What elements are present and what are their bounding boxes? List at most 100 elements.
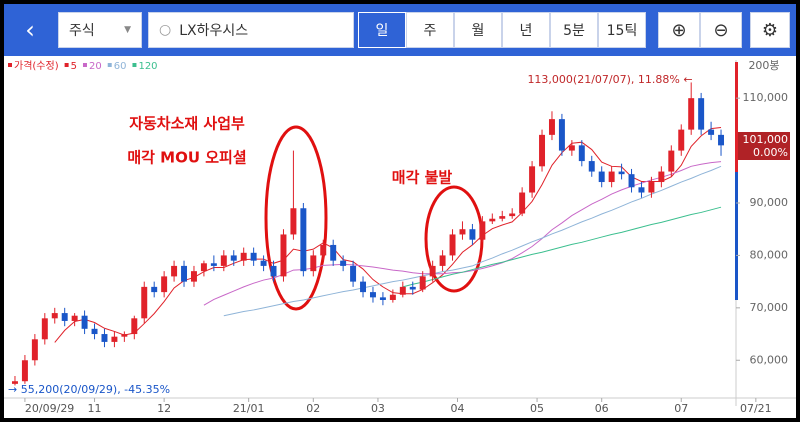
candle-body: [479, 221, 486, 240]
x-tick-label: 07/21: [740, 402, 772, 415]
bar-count: 200봉: [748, 59, 779, 72]
candle-body: [638, 187, 645, 193]
current-price: 101,000: [743, 133, 789, 146]
x-tick-label: 05: [530, 402, 544, 415]
zoom-in[interactable]: ⊕: [658, 12, 700, 48]
candle-body: [628, 174, 635, 188]
annotation: 매각 MOU 오피셜: [127, 149, 246, 167]
candle-body: [708, 129, 715, 135]
period-tab[interactable]: 주: [406, 12, 454, 48]
candle-body: [548, 119, 555, 135]
candle-body: [688, 98, 695, 130]
x-tick-label: 04: [451, 402, 465, 415]
range-bar: [735, 172, 738, 300]
x-tick-label: 20/09/29: [25, 402, 74, 415]
candle-body: [141, 286, 148, 319]
candle-body: [499, 216, 506, 219]
candle-body: [330, 244, 337, 261]
candle-body: [529, 166, 536, 193]
candle-body: [718, 134, 725, 146]
candle-body: [71, 315, 78, 321]
candle-body: [240, 252, 247, 261]
period-tab[interactable]: 월: [454, 12, 502, 48]
candle-body: [51, 313, 58, 319]
period-tab[interactable]: 일: [358, 12, 406, 48]
candle-body: [111, 336, 118, 342]
candle-body: [121, 334, 128, 337]
zoom-out[interactable]: ⊖: [700, 12, 742, 48]
period-tab[interactable]: 15틱: [598, 12, 646, 48]
candle-body: [220, 255, 227, 266]
x-tick-label: 03: [371, 402, 385, 415]
legend-swatch: [8, 63, 12, 67]
candle-body: [131, 318, 138, 335]
y-tick-label: 60,000: [750, 353, 789, 366]
market-dropdown[interactable]: 주식 ▼: [58, 12, 142, 48]
legend-label: 5: [71, 61, 77, 72]
candle-body: [618, 171, 625, 175]
legend-label: 20: [89, 61, 102, 72]
candle-body: [608, 171, 615, 183]
x-tick-label: 06: [595, 402, 609, 415]
candle-body: [459, 229, 466, 235]
candle-body: [350, 265, 357, 282]
market-text: 주식: [69, 23, 95, 39]
candle-body: [151, 286, 158, 293]
y-tick-label: 90,000: [750, 196, 789, 209]
ma-line: [54, 127, 722, 343]
candle-body: [568, 145, 575, 151]
x-tick-label: 02: [306, 402, 320, 415]
candle-body: [280, 234, 287, 277]
candle-body: [539, 134, 546, 167]
settings[interactable]: ⚙: [750, 12, 790, 48]
candle-body: [489, 218, 496, 222]
candle-body: [320, 244, 327, 256]
candle-body: [389, 294, 396, 300]
range-bar: [735, 62, 738, 172]
x-tick-label: 21/01: [233, 402, 265, 415]
candle-body: [578, 145, 585, 162]
ma-line: [402, 206, 722, 288]
period-tab[interactable]: 년: [502, 12, 550, 48]
candle-body: [181, 265, 188, 282]
legend-label: 60: [114, 61, 127, 72]
candle-body: [101, 334, 108, 342]
chart: 200봉 가격(수정) 5 20 60 120 자동차소재 사업부 매각 MOU 오피셜…: [4, 59, 796, 415]
toolbar: ‹ 주식 ▼ ○ LX하우시스 일 주 월 년 5분 15틱 ⊕ ⊖ ⚙: [4, 4, 796, 56]
candle-body: [419, 276, 426, 290]
candle-body: [668, 150, 675, 172]
candle-body: [190, 271, 197, 282]
candle-body: [698, 98, 705, 130]
min-label: → 55,200(20/09/29), -45.35%: [8, 383, 170, 396]
y-tick-label: 70,000: [750, 301, 789, 314]
candle-body: [260, 260, 267, 266]
legend: 가격(수정) 5 20 60 120: [8, 59, 158, 72]
legend-label: 120: [138, 61, 157, 72]
candle-body: [509, 213, 516, 217]
highlight-ellipse: [264, 125, 328, 311]
search-box[interactable]: ○ LX하우시스: [148, 12, 354, 48]
x-tick-label: 11: [88, 402, 102, 415]
back-button[interactable]: ‹: [25, 16, 35, 44]
search-text: LX하우시스: [179, 23, 249, 39]
candle-body: [91, 328, 98, 335]
legend-swatch: [82, 63, 87, 67]
candle-body: [250, 252, 257, 261]
x-tick-label: 12: [157, 402, 171, 415]
candle-body: [161, 276, 168, 293]
candle-body: [290, 208, 297, 235]
legend-label: 가격(수정): [14, 59, 59, 72]
x-tick-label: 07: [674, 402, 688, 415]
candle-body: [310, 255, 317, 272]
period-tab[interactable]: 5분: [550, 12, 598, 48]
current-change: 0.00%: [753, 146, 788, 159]
candle-body: [340, 260, 347, 266]
candle-body: [449, 234, 456, 256]
current-price-box: [738, 132, 790, 160]
annotation: 매각 불발: [392, 169, 453, 187]
candle-body: [469, 229, 476, 240]
candle-body: [31, 339, 38, 361]
legend-swatch: [107, 63, 112, 67]
candle-body: [81, 315, 88, 329]
candle-body: [210, 263, 217, 266]
